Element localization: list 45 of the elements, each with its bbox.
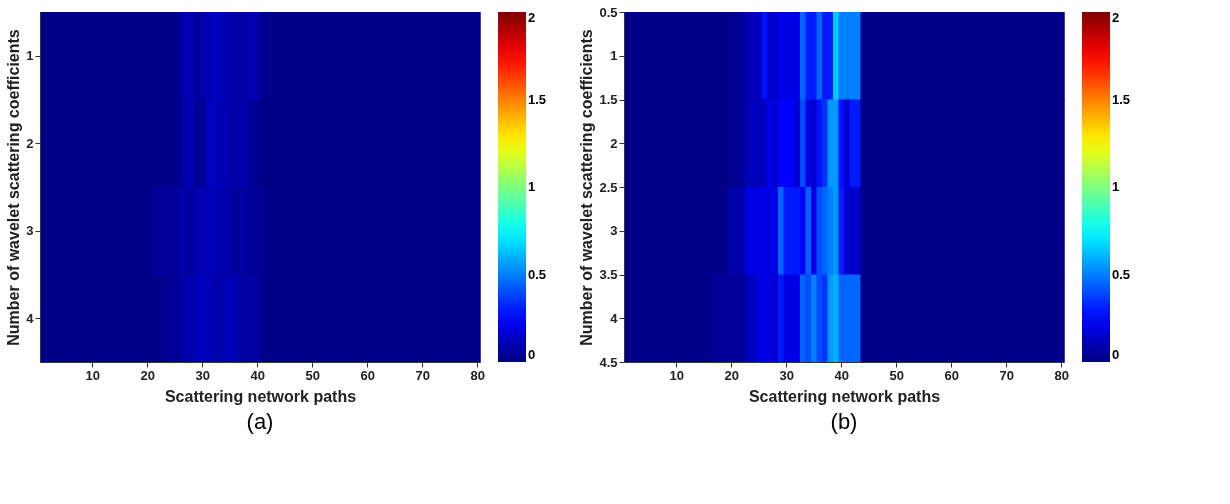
y-tick-label: 2.5	[599, 179, 618, 195]
y-tick-label: 3	[610, 223, 618, 239]
x-tick-label: 50	[889, 367, 904, 383]
x-axis-title: Scattering network paths	[748, 387, 941, 405]
y-tick-label: 4	[610, 310, 619, 326]
x-tick-label: 70	[999, 367, 1014, 383]
y-tick-label: 0.5	[599, 4, 618, 20]
x-tick-label: 50	[305, 367, 320, 383]
x-tick-label: 10	[85, 367, 100, 383]
x-tick-label: 80	[1054, 367, 1069, 383]
y-tick-label: 1	[26, 48, 34, 64]
y-tick-label: 4	[26, 310, 35, 326]
color-bar-label: 1	[1112, 179, 1120, 194]
x-tick-label: 30	[195, 367, 210, 383]
x-tick-label: 20	[140, 367, 155, 383]
text: (a)	[246, 409, 274, 434]
text: (b)	[830, 409, 858, 434]
y-tick-label: 3.5	[599, 267, 618, 282]
y-axis-title: Number of wavelet scattering coefficients	[5, 29, 23, 346]
y-tick-label: 2	[610, 135, 618, 151]
color-bar-label: 0.5	[1112, 266, 1131, 282]
y-axis-title: Number of wavelet scattering coefficients	[578, 29, 596, 346]
y-tick-label: 1.5	[599, 92, 618, 107]
y-tick-label: 1	[610, 48, 618, 64]
color-bar-label: 0.5	[528, 266, 547, 282]
x-tick-label: 70	[415, 367, 430, 383]
x-axis-title: Scattering network paths	[164, 387, 357, 405]
y-tick-label: 3	[26, 223, 34, 239]
x-tick-label: 40	[250, 367, 265, 383]
x-tick-label: 80	[470, 367, 485, 383]
color-bar-label: 0	[528, 347, 536, 362]
color-bar-label: 2	[528, 10, 536, 25]
x-tick-label: 60	[944, 367, 959, 383]
color-bar-label: 2	[1112, 10, 1120, 25]
x-tick-label: 10	[669, 367, 684, 383]
color-bar-label: 1.5	[1112, 91, 1131, 107]
color-bar-label: 1	[528, 179, 536, 194]
x-tick-label: 40	[834, 367, 849, 383]
y-tick-label: 2	[26, 135, 34, 151]
x-tick-label: 20	[724, 367, 739, 383]
x-tick-label: 60	[360, 367, 375, 383]
color-bar-label: 0	[1112, 347, 1120, 362]
y-tick-label: 4.5	[599, 354, 618, 370]
x-tick-label: 30	[779, 367, 794, 383]
color-bar-label: 1.5	[528, 91, 547, 107]
